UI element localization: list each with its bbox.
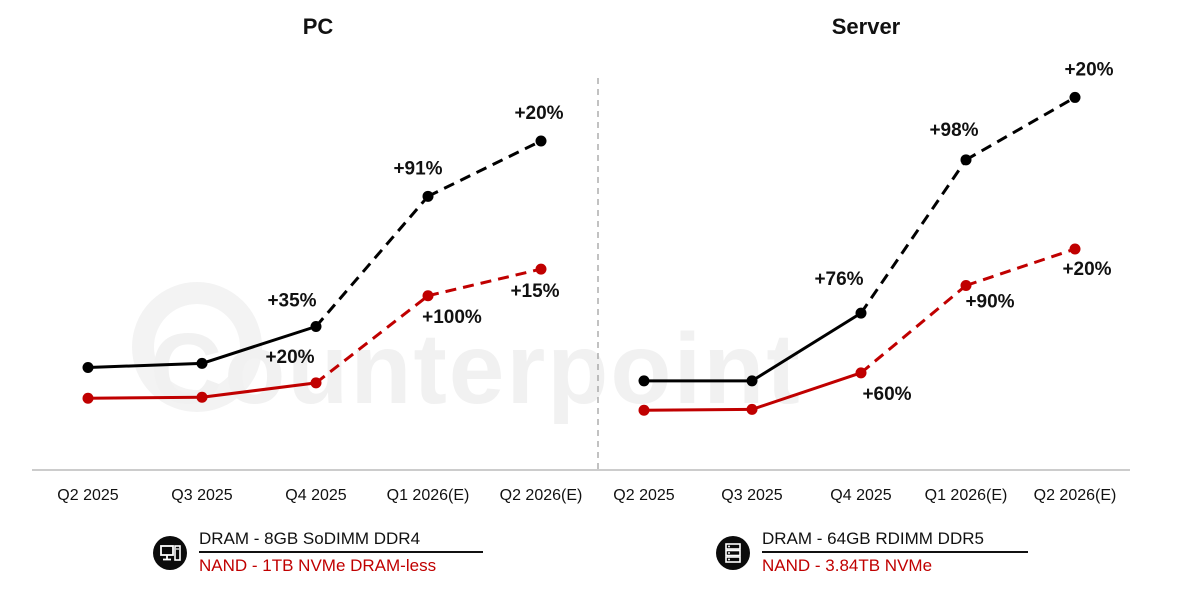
server-series-1-point [638,404,650,416]
server-series-1-point [1069,243,1081,255]
server-series-0-data-label: +76% [814,269,863,290]
pc-series-0-point [422,190,434,202]
server-x-tick-label: Q3 2025 [721,487,782,504]
server-x-tick-label: Q4 2025 [830,487,891,504]
server-series-0-solid-segment [751,311,862,383]
pc-x-tick-label: Q1 2026(E) [387,487,470,504]
pc-series-1-dashed-segment [315,294,429,385]
pc-series-1-data-label: +15% [510,281,559,302]
server-series-0-dashed-segment [965,96,1076,162]
pc-series-1-point [535,263,547,275]
server-series-1-solid-segment [751,371,862,411]
server-series-1-dashed-segment [965,247,1076,287]
pc-series-0-point [82,362,94,373]
server-series-1-point [746,403,758,415]
server-series-0-point [960,154,972,166]
pc-series-0-data-label: +20% [514,103,563,124]
server-series-0-dashed-segment [859,158,968,314]
pc-series-1-point [422,290,434,302]
server-series-0-point [746,375,758,387]
server-series-0-data-label: +20% [1064,59,1113,80]
server-series-1-data-label: +20% [1062,259,1111,280]
pc-series-1-dashed-segment [427,267,542,298]
server-series-1-dashed-segment [860,284,967,375]
watermark-text: Counterpoint [150,313,802,425]
pc-series-0-dashed-segment [314,195,430,328]
pc-series-1-data-label: +100% [422,307,482,328]
pc-legend-nand: NAND - 1TB NVMe DRAM-less [199,556,437,575]
pc-series-1-point [196,391,208,403]
server-series-1-data-label: +90% [965,292,1014,313]
server-series-1-point [960,280,972,291]
pc-legend-divider [199,551,483,553]
pc-x-tick-label: Q2 2025 [57,487,118,504]
pc-series-0-data-label: +91% [393,158,442,179]
server-series-1-solid-segment [643,407,753,412]
server-rack-icon [716,536,750,570]
server-series-0-point [855,307,867,319]
server-x-tick-label: Q2 2026(E) [1034,487,1117,504]
pc-x-tick-label: Q4 2025 [285,487,346,504]
server-x-tick-label: Q2 2025 [613,487,674,504]
pc-series-0-point [310,321,322,332]
pc-series-0-point [535,135,547,147]
server-chart-title: Server [831,14,901,39]
server-series-1-point [855,367,867,379]
pc-series-1-solid-segment [201,381,317,399]
pc-chart-title: PC [302,14,334,39]
pc-legend-dram: DRAM - 8GB SoDIMM DDR4 [199,529,421,548]
pc-series-0-data-label: +35% [267,291,316,312]
server-series-0-data-label: +98% [929,120,978,141]
pc-x-tick-label: Q3 2025 [171,487,232,504]
server-legend-nand: NAND - 3.84TB NVMe [762,556,933,575]
server-legend-divider [762,551,1028,553]
server-legend-dram: DRAM - 64GB RDIMM DDR5 [762,529,984,548]
pc-series-0-dashed-segment [427,139,542,198]
pc-series-1-solid-segment [87,395,203,400]
pc-series-0-solid-segment [87,361,203,369]
pc-series-0-point [196,357,208,369]
pc-computer-icon [153,536,187,570]
server-series-1-data-label: +60% [862,384,911,405]
server-series-0-point [1069,91,1081,103]
chart-canvas: Q2 2025 Q3 2025 Q4 2025 Q1 2026(E) Q2 2026(E… [32,59,1130,504]
pc-series-1-point [82,392,94,404]
pc-series-0-solid-segment [201,325,317,365]
pc-series-1-point [310,377,322,389]
pc-series-1-data-label: +20% [265,347,314,368]
server-series-0-point [638,375,650,387]
pc-x-tick-label: Q2 2026(E) [500,487,583,504]
server-x-tick-label: Q1 2026(E) [925,487,1008,504]
